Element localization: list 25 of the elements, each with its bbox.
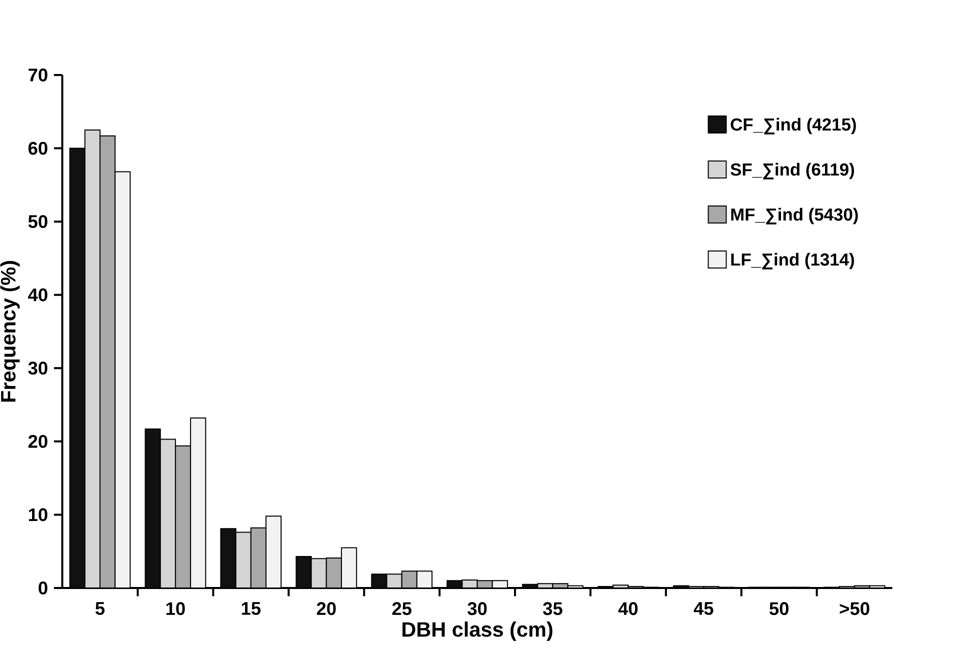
legend-label: SF_∑ind (6119) [730,162,854,180]
x-tick-label: 10 [166,602,185,616]
y-tick-label: 30 [28,362,48,375]
x-tick-label: 15 [242,602,261,615]
legend-label: MF_∑ind (5430) [731,208,858,224]
x-tick-label: 25 [392,602,412,616]
x-tick-label: 30 [468,602,487,616]
x-tick-label: >50 [840,602,870,616]
y-tick-label: 70 [28,68,48,82]
y-axis-title: Frequency (%) [0,261,20,402]
x-tick-label: 35 [542,602,562,616]
x-tick-label: 20 [316,602,336,616]
y-tick-label: 50 [28,215,48,228]
y-tick-label: 60 [28,142,48,155]
x-tick-label: 40 [618,602,638,616]
legend-label: LF_∑ind (1314) [731,252,854,270]
x-tick-label: 45 [694,602,714,615]
y-tick-label: 0 [38,582,48,594]
y-tick-label: 10 [28,508,48,522]
x-tick-label: 5 [95,602,105,615]
y-tick-label: 40 [28,288,48,302]
x-axis-title: DBH class (cm) [402,622,552,641]
x-tick-label: 50 [770,602,788,616]
y-tick-label: 20 [28,434,48,448]
legend-label: CF_∑ind (4215) [730,118,856,134]
